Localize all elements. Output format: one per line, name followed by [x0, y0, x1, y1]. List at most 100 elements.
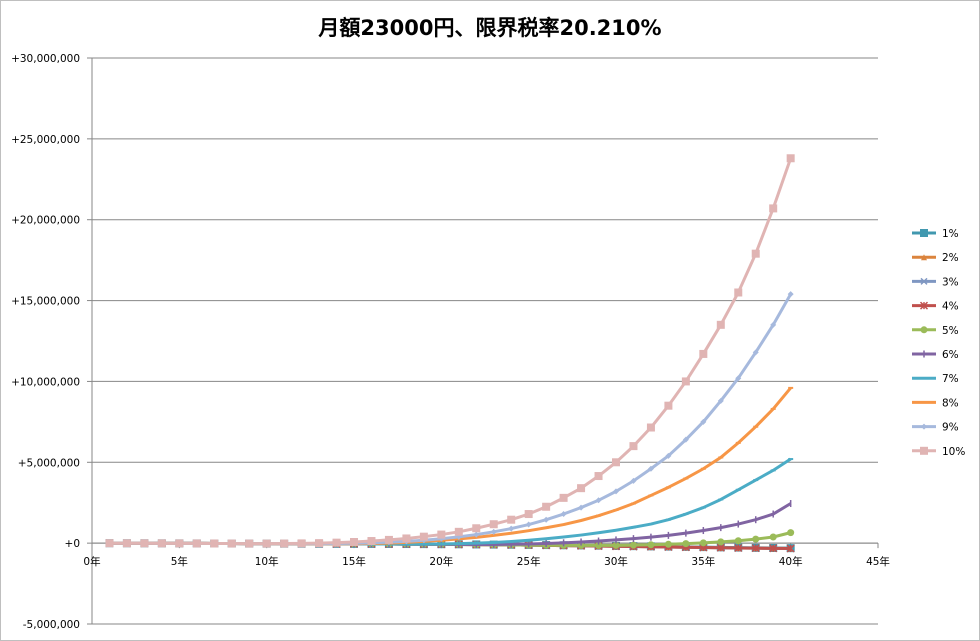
- data-point: [577, 484, 586, 493]
- data-point: [350, 538, 358, 547]
- data-point: [543, 516, 550, 523]
- data-point: [122, 539, 131, 548]
- data-point: [682, 540, 690, 548]
- data-point: [595, 497, 602, 504]
- series-line: [109, 386, 792, 546]
- data-point: [613, 488, 619, 495]
- y-tick-label: +0: [65, 538, 80, 550]
- legend: 1% 2% 3% 4% 5% 6% 7% 8% 9% 10%: [912, 228, 965, 458]
- data-point: [402, 534, 411, 543]
- legend-marker: [920, 277, 928, 285]
- data-point: [612, 458, 620, 467]
- data-point: [384, 535, 393, 544]
- legend-label: 9%: [942, 422, 959, 434]
- data-point: [140, 539, 149, 548]
- series-line: [109, 293, 792, 546]
- y-tick-label: -5,000,000: [23, 619, 80, 631]
- legend-label: 8%: [942, 397, 959, 409]
- data-point: [262, 539, 271, 548]
- x-tick-label: 15年: [342, 555, 366, 568]
- data-point: [578, 504, 585, 511]
- series-9%: [106, 291, 794, 547]
- data-point: [472, 524, 481, 533]
- data-point: [735, 375, 742, 382]
- data-point: [560, 511, 567, 518]
- data-point: [786, 154, 795, 163]
- data-point: [473, 531, 480, 538]
- series-line: [109, 157, 793, 546]
- x-tick-label: 40年: [779, 555, 803, 568]
- y-tick-label: +20,000,000: [11, 215, 80, 227]
- data-point: [297, 539, 306, 548]
- data-point: [769, 204, 778, 213]
- data-point: [646, 423, 655, 432]
- data-point: [787, 529, 795, 537]
- legend-label: 4%: [942, 301, 959, 313]
- legend-item: 1%: [912, 228, 959, 240]
- data-point: [419, 532, 428, 541]
- data-point: [595, 541, 603, 549]
- data-point: [454, 527, 463, 536]
- legend-label: 6%: [942, 349, 959, 361]
- data-point: [629, 541, 637, 549]
- legend-item: 7%: [912, 373, 959, 385]
- legend-marker: [921, 254, 927, 261]
- data-point: [524, 510, 533, 519]
- data-point: [332, 538, 341, 547]
- data-point: [367, 537, 376, 546]
- legend-marker: [920, 229, 928, 237]
- data-point: [245, 539, 254, 548]
- data-point: [787, 291, 794, 298]
- data-point: [752, 349, 759, 356]
- x-tick-label: 20年: [429, 555, 453, 568]
- data-point: [751, 544, 760, 553]
- data-point: [734, 288, 743, 297]
- legend-marker: [920, 326, 928, 334]
- data-point: [769, 544, 778, 553]
- y-tick-label: +25,000,000: [11, 134, 80, 146]
- legend-marker: [919, 301, 929, 310]
- legend-item: 6%: [912, 349, 959, 361]
- x-tick-label: 45年: [866, 555, 890, 568]
- x-tick-label: 5年: [171, 555, 188, 568]
- data-point: [664, 401, 673, 410]
- series-10%: [105, 154, 795, 548]
- data-point: [700, 418, 707, 425]
- data-point: [717, 397, 724, 404]
- legend-item: 5%: [912, 325, 959, 337]
- legend-label: 10%: [942, 446, 965, 458]
- data-point: [542, 502, 551, 511]
- data-point: [734, 543, 743, 553]
- y-tick-label: +5,000,000: [18, 457, 80, 469]
- x-tick-label: 35年: [691, 555, 715, 568]
- legend-label: 7%: [942, 373, 959, 385]
- data-point: [612, 541, 620, 549]
- data-point: [105, 539, 114, 548]
- data-point: [682, 436, 689, 443]
- data-point: [227, 539, 236, 548]
- legend-item: 9%: [912, 422, 959, 434]
- legend-marker: [921, 423, 927, 430]
- data-point: [734, 537, 742, 545]
- data-point: [437, 530, 446, 539]
- y-tick-label: +10,000,000: [11, 376, 80, 388]
- data-point: [280, 539, 289, 548]
- legend-item: 2%: [912, 252, 959, 264]
- data-point: [629, 442, 638, 451]
- data-point: [752, 535, 760, 543]
- data-point: [594, 472, 603, 481]
- legend-label: 1%: [942, 228, 959, 240]
- x-tick-label: 10年: [255, 555, 279, 568]
- data-point: [490, 528, 497, 535]
- y-tick-label: +15,000,000: [11, 296, 80, 308]
- data-point: [665, 452, 672, 459]
- series-8%: [106, 386, 794, 546]
- legend-item: 3%: [912, 276, 959, 288]
- data-point: [769, 533, 777, 541]
- data-point: [647, 465, 654, 472]
- data-point: [647, 541, 655, 549]
- legend-label: 3%: [942, 276, 959, 288]
- x-tick-label: 25年: [517, 555, 541, 568]
- legend-label: 2%: [942, 252, 959, 264]
